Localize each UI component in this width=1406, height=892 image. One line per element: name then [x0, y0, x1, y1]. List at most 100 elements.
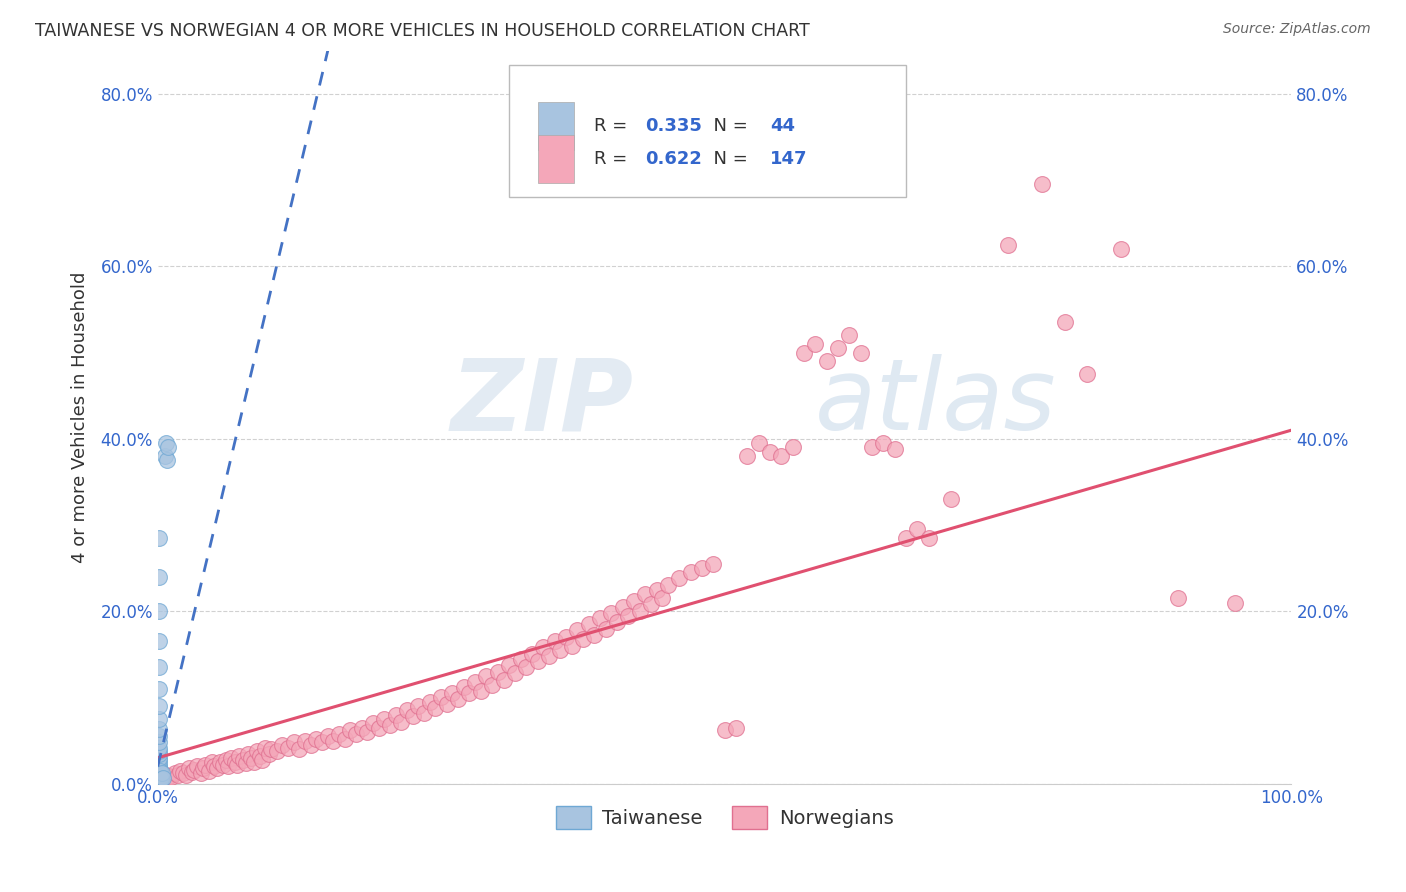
Point: [724, 721, 747, 735]
Point: [1111, 242, 1133, 256]
Point: [543, 634, 565, 648]
Point: [148, 774, 170, 789]
Point: [526, 654, 548, 668]
Point: [205, 761, 228, 775]
Point: [148, 766, 170, 780]
Point: [148, 764, 170, 778]
Point: [804, 337, 827, 351]
Point: [152, 770, 174, 784]
Text: atlas: atlas: [815, 354, 1057, 451]
Point: [554, 630, 576, 644]
Point: [1031, 178, 1053, 192]
Point: [257, 747, 280, 761]
Point: [498, 657, 520, 672]
Point: [356, 725, 378, 739]
Point: [917, 531, 939, 545]
Point: [148, 754, 170, 768]
Point: [441, 686, 464, 700]
Point: [215, 753, 238, 767]
Point: [277, 740, 299, 755]
Point: [148, 723, 170, 737]
Point: [148, 751, 170, 765]
Point: [148, 756, 170, 770]
Legend: Taiwanese, Norwegians: Taiwanese, Norwegians: [548, 798, 901, 837]
Point: [149, 774, 172, 789]
Point: [997, 237, 1019, 252]
Point: [475, 669, 498, 683]
Point: [148, 712, 170, 726]
Point: [735, 449, 758, 463]
Point: [782, 441, 804, 455]
Point: [713, 723, 735, 738]
Point: [464, 675, 486, 690]
Point: [260, 742, 283, 756]
Point: [149, 774, 172, 789]
Point: [600, 606, 623, 620]
Point: [148, 773, 170, 788]
Point: [883, 442, 905, 456]
Point: [148, 772, 170, 787]
Point: [150, 773, 173, 788]
Point: [905, 522, 928, 536]
Point: [157, 769, 180, 783]
Point: [458, 686, 481, 700]
Point: [396, 703, 419, 717]
Point: [224, 755, 246, 769]
Point: [872, 436, 894, 450]
Point: [657, 578, 679, 592]
Point: [385, 707, 408, 722]
Point: [339, 723, 361, 738]
Point: [148, 744, 170, 758]
Point: [612, 599, 634, 614]
Point: [148, 735, 170, 749]
Point: [583, 628, 606, 642]
Point: [148, 660, 170, 674]
Point: [849, 345, 872, 359]
Point: [172, 766, 194, 780]
Point: [148, 765, 170, 780]
Point: [148, 747, 170, 762]
Point: [567, 624, 589, 638]
Point: [408, 699, 430, 714]
Text: Source: ZipAtlas.com: Source: ZipAtlas.com: [1223, 22, 1371, 37]
Point: [1223, 596, 1246, 610]
Point: [560, 639, 582, 653]
Y-axis label: 4 or more Vehicles in Household: 4 or more Vehicles in Household: [72, 271, 89, 563]
Point: [748, 436, 770, 450]
Point: [226, 757, 249, 772]
Point: [572, 632, 595, 646]
Point: [344, 727, 367, 741]
Point: [702, 557, 724, 571]
Point: [1167, 591, 1189, 606]
Point: [148, 681, 170, 696]
Point: [640, 598, 662, 612]
Point: [492, 673, 515, 688]
Point: [378, 718, 401, 732]
Point: [531, 640, 554, 655]
Point: [1076, 367, 1098, 381]
Point: [316, 729, 339, 743]
Point: [232, 753, 254, 767]
Text: N =: N =: [702, 150, 754, 169]
Point: [793, 345, 815, 359]
Point: [430, 690, 453, 705]
Point: [838, 328, 860, 343]
Point: [174, 768, 197, 782]
Point: [486, 665, 509, 679]
Point: [148, 772, 170, 787]
Point: [537, 649, 560, 664]
Point: [894, 531, 917, 545]
Point: [391, 714, 413, 729]
Point: [243, 755, 266, 769]
Point: [148, 768, 170, 782]
Point: [163, 766, 186, 780]
FancyBboxPatch shape: [509, 65, 905, 197]
Point: [254, 740, 277, 755]
Point: [149, 770, 172, 784]
Point: [470, 683, 492, 698]
Point: [209, 755, 232, 769]
Text: ZIP: ZIP: [451, 354, 634, 451]
Point: [481, 677, 503, 691]
Point: [294, 733, 316, 747]
Point: [153, 449, 176, 463]
